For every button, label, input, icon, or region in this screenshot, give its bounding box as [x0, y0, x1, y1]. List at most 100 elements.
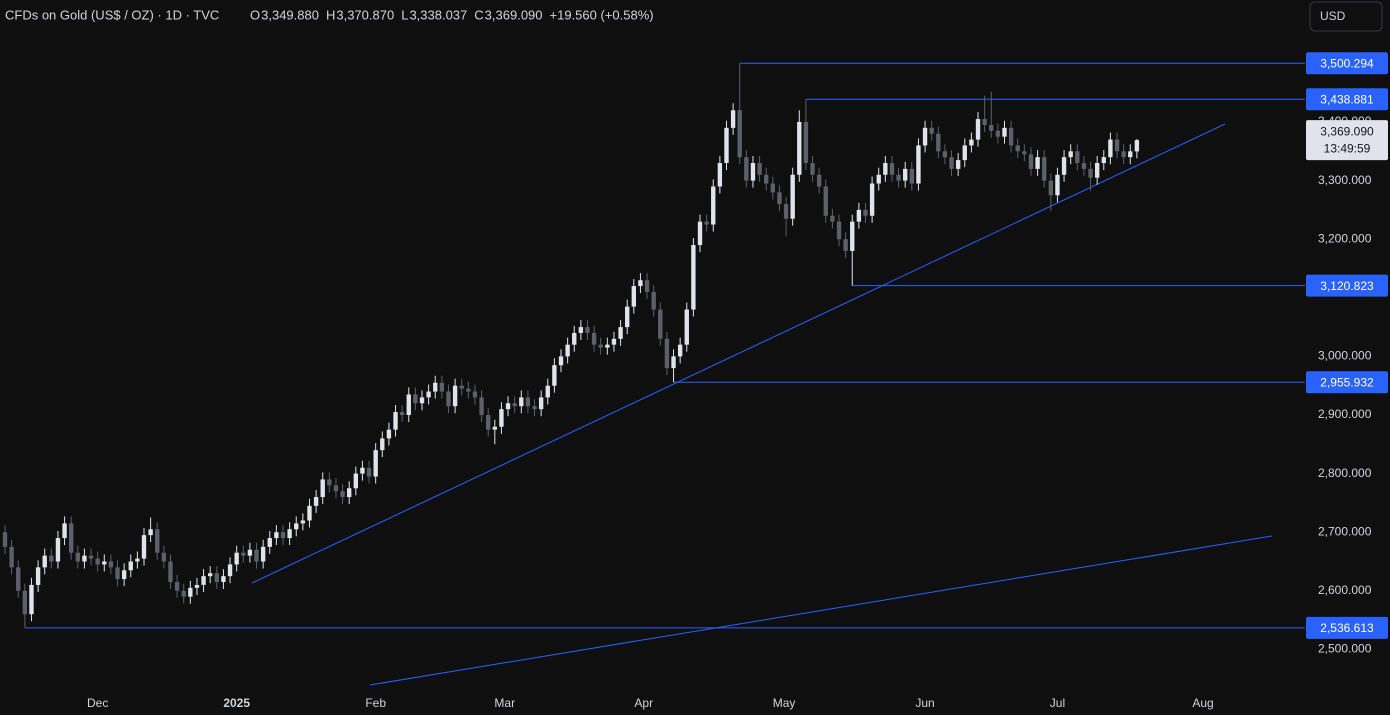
price-label-box: [1306, 88, 1388, 111]
candle-body: [1101, 157, 1106, 164]
candle-body: [704, 221, 709, 225]
price-label: 3,500.294: [1320, 56, 1374, 70]
candle-body: [1128, 151, 1133, 158]
candle-body: [360, 467, 365, 474]
candle-body: [658, 309, 663, 339]
candle-body: [711, 186, 716, 225]
candle-body: [936, 133, 941, 152]
candle-body: [505, 403, 511, 410]
candle-body: [439, 382, 445, 392]
candle-body: [280, 532, 286, 539]
candle-body: [525, 397, 531, 407]
candle-body: [512, 403, 517, 407]
candle-body: [466, 388, 471, 392]
price-label: 3,120.823: [1320, 279, 1374, 293]
candle-body: [333, 485, 339, 492]
y-tick-label: 2,800.000: [1318, 466, 1372, 480]
candle-body: [227, 564, 233, 577]
candle-body: [1015, 145, 1020, 152]
candle-body: [479, 397, 484, 415]
currency-button[interactable]: [1309, 1, 1383, 32]
candle-body: [598, 344, 603, 348]
x-tick-label: 2025: [223, 696, 250, 710]
candle-body: [135, 558, 140, 562]
candle-body: [677, 344, 683, 357]
candle-body: [2, 532, 8, 547]
candle-body: [830, 215, 835, 222]
candle-body: [320, 479, 325, 498]
candle-body: [9, 546, 14, 568]
candle-body: [903, 168, 908, 181]
candles: [2, 63, 1140, 628]
candle-body: [1094, 163, 1100, 178]
candle-body: [1055, 174, 1060, 196]
symbol-title: CFDs on Gold (US$ / OZ) · 1D · TVC: [5, 7, 219, 22]
candle-body: [347, 488, 352, 498]
candle-body: [108, 561, 114, 568]
candle-body: [1134, 140, 1140, 152]
candle-body: [366, 467, 372, 477]
candle-body: [267, 538, 272, 547]
candle-body: [380, 438, 385, 451]
candle-body: [69, 523, 74, 553]
candle-body: [1114, 139, 1120, 152]
candle-body: [684, 309, 689, 345]
candle-body: [969, 139, 974, 146]
ohlc-value: 3,338.037: [409, 7, 467, 22]
candle-body: [95, 558, 100, 565]
y-tick-label: 2,500.000: [1318, 642, 1372, 656]
currency-label[interactable]: USD: [1320, 9, 1346, 23]
candle-body: [254, 549, 259, 562]
countdown: 13:49:59: [1324, 141, 1371, 155]
candle-body: [274, 532, 279, 539]
price-label-box: [1306, 371, 1388, 394]
candle-body: [538, 397, 544, 410]
price-label-box: [1306, 52, 1388, 75]
candle-body: [62, 523, 67, 539]
candle-body: [558, 356, 564, 366]
candle-body: [214, 573, 219, 583]
candle-body: [201, 576, 206, 585]
candle-body: [783, 204, 789, 219]
candle-body: [545, 385, 550, 398]
candle-body: [929, 127, 934, 134]
candle-body: [1022, 151, 1027, 155]
price-label: 2,536.613: [1320, 621, 1374, 635]
candle-body: [22, 590, 28, 615]
candle-body: [717, 163, 723, 187]
candle-body: [982, 119, 987, 125]
x-tick-label: Jun: [915, 696, 934, 710]
candle-body: [896, 174, 901, 181]
candle-body: [406, 394, 411, 415]
candle-body: [1108, 139, 1113, 158]
ohlc-key: C: [474, 7, 483, 22]
candle-body: [618, 327, 623, 339]
y-tick-label: 3,000.000: [1318, 349, 1372, 363]
candle-body: [744, 157, 749, 181]
candle-body: [611, 338, 617, 345]
axes: 2,500.000 2,600.000 2,700.000 2,800.000 2,90…: [87, 52, 1388, 710]
candle-body: [29, 584, 34, 615]
candle-body: [1042, 157, 1047, 181]
candle-body: [876, 174, 881, 184]
candle-body: [1002, 127, 1007, 137]
candle-body: [141, 535, 147, 559]
candle-body: [664, 338, 670, 369]
y-tick-label: 2,600.000: [1318, 583, 1372, 597]
candle-body: [644, 280, 650, 292]
candle-body: [790, 174, 795, 219]
x-tick-label: Aug: [1192, 696, 1213, 710]
candle-body: [413, 394, 418, 404]
candle-body: [393, 412, 398, 430]
candle-body: [757, 163, 762, 175]
candle-body: [519, 397, 524, 407]
x-tick-label: Dec: [87, 696, 108, 710]
last-price-box: [1306, 120, 1388, 161]
candle-body: [823, 186, 828, 216]
candle-body: [1081, 163, 1087, 169]
candle-body: [399, 412, 405, 415]
candle-body: [955, 160, 961, 169]
candle-body: [737, 110, 742, 158]
change: +19.560 (+0.58%): [550, 7, 654, 22]
candle-body: [605, 344, 610, 348]
